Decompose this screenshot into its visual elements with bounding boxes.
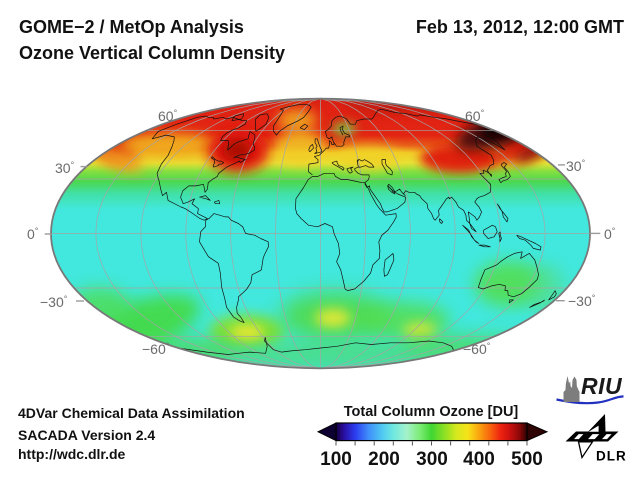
svg-text:60°: 60°	[465, 108, 485, 124]
svg-text:200: 200	[368, 449, 400, 470]
svg-text:60°: 60°	[158, 108, 178, 124]
svg-text:−60°: −60°	[142, 341, 170, 357]
svg-text:−30°: −30°	[40, 294, 68, 310]
svg-text:−30°: −30°	[568, 293, 596, 309]
svg-text:30°: 30°	[566, 158, 586, 174]
svg-text:100: 100	[320, 449, 352, 470]
svg-text:Total Column Ozone [DU]: Total Column Ozone [DU]	[344, 404, 519, 420]
svg-text:400: 400	[463, 449, 495, 470]
svg-text:0°: 0°	[604, 226, 616, 242]
svg-text:30°: 30°	[55, 160, 75, 176]
svg-text:500: 500	[511, 449, 543, 470]
svg-text:RIU: RIU	[581, 373, 623, 399]
svg-text:−60°: −60°	[463, 341, 491, 357]
svg-text:DLR: DLR	[596, 449, 627, 464]
svg-text:0°: 0°	[27, 226, 39, 242]
svg-text:300: 300	[416, 449, 448, 470]
